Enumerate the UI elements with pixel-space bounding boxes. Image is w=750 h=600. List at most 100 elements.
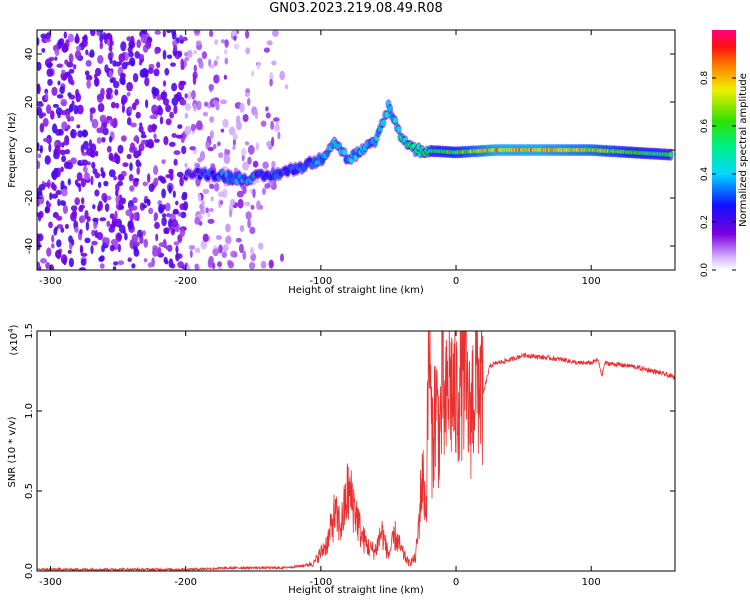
spectrogram-speckle (121, 94, 128, 104)
spectrogram-speckle (172, 190, 176, 198)
spectrogram-speckle (168, 218, 173, 229)
spectrogram-speckle (59, 38, 65, 45)
spectrogram-trace-point (342, 149, 347, 156)
spectrogram-speckle (128, 174, 134, 182)
spectrogram-speckle (202, 111, 209, 117)
spectrogram-speckle (45, 262, 51, 270)
spectrogram-speckle (39, 144, 43, 154)
colorbar: 0.0 0.2 0.4 0.6 0.8 Normalized spectral ampl… (700, 30, 749, 277)
spectrogram-speckle (200, 239, 207, 250)
spectrogram-speckle (140, 33, 148, 44)
spectrogram-speckle (134, 51, 140, 59)
spectrogram-speckle (81, 197, 85, 205)
spectrogram-speckle (161, 188, 167, 199)
spectrogram-speckle (235, 237, 242, 243)
spectrogram-speckle (43, 137, 50, 143)
spectrogram-speckle (140, 134, 147, 139)
spectrogram-speckle (56, 249, 62, 258)
spectrogram-speckle (93, 221, 98, 230)
spectrogram-speckle (80, 252, 88, 257)
spectrogram-speckle (70, 205, 78, 212)
spectrogram-speckle (168, 258, 174, 268)
spectrogram-speckle (247, 144, 255, 155)
spectrogram-speckle (201, 200, 205, 207)
spectrogram-speckle (242, 161, 250, 171)
spectrogram-speckle (135, 111, 141, 119)
spectrogram-speckle (175, 245, 179, 254)
spectrogram-speckle (39, 123, 45, 133)
spectrogram-speckle (67, 33, 74, 43)
spectrogram-speckle (166, 213, 171, 218)
spectrogram-speckle (209, 116, 215, 123)
spectrogram-speckle (60, 254, 68, 265)
spectrogram-speckle (165, 104, 172, 113)
spectrogram-speckle (87, 161, 91, 166)
spectrogram-speckle (145, 99, 149, 109)
spectrogram-speckle (54, 226, 59, 231)
spectrogram-speckle (216, 55, 220, 61)
spectrogram-speckle (85, 74, 93, 81)
spectrogram-speckle (184, 162, 188, 168)
spectrogram-speckle (175, 200, 179, 206)
spectrogram-speckle (205, 207, 209, 214)
spectrogram-speckle (153, 68, 160, 77)
spectrogram-speckle (84, 172, 91, 181)
spectrogram-speckle (37, 61, 42, 71)
spectrogram-speckle (161, 213, 167, 218)
spectrogram-trace-point (381, 120, 386, 126)
spectrogram-speckle (213, 143, 217, 150)
spectrogram-speckle (126, 153, 132, 160)
spectrogram-speckle (217, 261, 222, 268)
spectrogram-speckle (149, 114, 156, 120)
spectrogram-speckle (269, 78, 273, 87)
spectrogram-speckle (173, 44, 178, 52)
spectrogram-speckle (48, 221, 53, 229)
spectrogram-speckle (215, 235, 223, 240)
spectrogram-speckle (37, 142, 40, 151)
spectrogram-speckle (154, 221, 160, 230)
spectrogram-speckle (98, 256, 104, 263)
spectrogram-speckle (279, 70, 286, 81)
spectrogram-speckle (140, 131, 146, 136)
spectrogram-speckle (177, 261, 184, 269)
spectrogram-speckle (90, 244, 94, 255)
spectrogram-speckle (69, 116, 75, 122)
spectrogram-speckle (255, 142, 259, 151)
spectrogram-speckle (128, 221, 133, 228)
spectrogram-speckle (71, 100, 75, 108)
spectrogram-speckle (82, 165, 88, 173)
spectrogram-speckle (121, 104, 125, 113)
spectrogram-speckle (153, 133, 157, 140)
snr-x-tick-label: 100 (582, 577, 601, 588)
spectrogram-speckle (199, 150, 206, 161)
spectrogram-speckle (166, 30, 172, 34)
spectrogram-speckle (262, 161, 269, 169)
spectrogram-speckle (138, 148, 142, 157)
snr-x-tick-label: -200 (174, 577, 197, 588)
spectrogram-speckle (184, 57, 190, 62)
spectrogram-speckle (115, 190, 119, 197)
spectrogram-speckle (115, 232, 122, 242)
spectrogram-speckle (147, 141, 154, 149)
spectrogram-speckle (106, 116, 113, 121)
spectrogram-speckle (237, 198, 244, 209)
spectrogram-speckle (44, 91, 49, 101)
spectrogram-speckle (224, 57, 229, 65)
spectrogram-speckle (213, 74, 220, 84)
spectrogram-speckle (56, 239, 62, 248)
spectrogram-speckle (184, 125, 192, 136)
spectrogram-speckle (82, 129, 89, 138)
spectrogram-speckle (225, 149, 231, 156)
spectrogram-speckle (130, 122, 137, 128)
spectrogram-x-tick-label: 100 (582, 276, 601, 287)
spectrogram-speckle (133, 178, 140, 182)
spectrogram-speckle (132, 197, 138, 204)
spectrogram-speckle (108, 136, 113, 143)
spectrogram-speckle (81, 159, 89, 166)
spectrogram-speckle (104, 34, 108, 45)
spectrogram-speckle (51, 243, 55, 249)
snr-x-label: Height of straight line (km) (288, 585, 424, 596)
spectrogram-speckle (172, 40, 178, 47)
spectrogram-speckle (254, 109, 259, 120)
